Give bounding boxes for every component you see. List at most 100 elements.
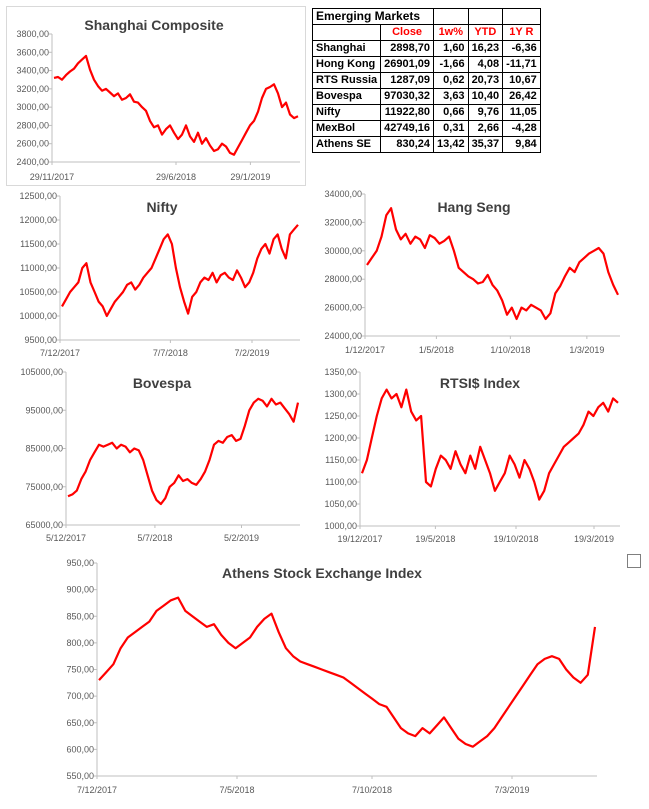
y-tick-label: 32000,00 <box>324 217 362 227</box>
header-cell: Close <box>380 24 435 41</box>
y-tick-label: 750,00 <box>66 665 94 675</box>
header-cell: YTD <box>467 24 504 41</box>
table-cell: 26901,09 <box>380 56 435 73</box>
y-tick-label: 1050,00 <box>324 499 357 509</box>
table-cell: 11,05 <box>502 104 541 121</box>
x-tick-label: 7/5/2018 <box>219 785 254 795</box>
table-cell: 2898,70 <box>380 40 435 57</box>
y-tick-label: 800,00 <box>66 638 94 648</box>
y-tick-label: 30000,00 <box>324 246 362 256</box>
table-row: RTS Russia 1287,09 0,62 20,73 10,67 <box>311 72 541 89</box>
y-tick-label: 900,00 <box>66 585 94 595</box>
table-cell: 0,62 <box>433 72 469 89</box>
y-tick-label: 950,00 <box>66 558 94 568</box>
y-tick-label: 1000,00 <box>324 521 357 531</box>
table-title-row: Emerging Markets <box>311 8 541 25</box>
y-tick-label: 3400,00 <box>16 66 49 76</box>
y-tick-label: 11500,00 <box>20 239 57 249</box>
y-tick-label: 3800,00 <box>16 29 49 39</box>
series-line <box>53 54 299 156</box>
table-cell: 3,63 <box>433 88 469 105</box>
y-tick-label: 2400,00 <box>16 157 49 167</box>
table-cell: 2,66 <box>467 120 504 137</box>
chart-title: Shanghai Composite <box>84 17 223 33</box>
market-name: MexBol <box>311 120 382 137</box>
x-tick-label: 19/12/2017 <box>337 534 382 544</box>
x-tick-label: 1/12/2017 <box>345 345 385 355</box>
market-name: Nifty <box>311 104 382 121</box>
chart-title: Nifty <box>146 199 177 215</box>
x-tick-label: 7/2/2019 <box>234 348 269 358</box>
y-tick-label: 3200,00 <box>16 84 49 94</box>
x-tick-label: 1/3/2019 <box>569 345 604 355</box>
y-tick-label: 24000,00 <box>324 331 362 341</box>
x-tick-label: 7/7/2018 <box>153 348 188 358</box>
y-tick-label: 1100,00 <box>325 477 357 487</box>
chart-title: Athens Stock Exchange Index <box>222 565 422 581</box>
y-tick-label: 550,00 <box>66 771 94 781</box>
table-row: Bovespa 97030,32 3,63 10,40 26,42 <box>311 88 541 105</box>
y-tick-label: 1250,00 <box>324 411 357 421</box>
table-row: MexBol 42749,16 0,31 2,66 -4,28 <box>311 120 541 137</box>
table-cell: -11,71 <box>502 56 541 73</box>
chart-title: Bovespa <box>133 375 192 391</box>
table-cell: 16,23 <box>467 40 504 57</box>
x-tick-label: 19/5/2018 <box>415 534 455 544</box>
shanghai-chart-frame <box>6 6 306 186</box>
y-tick-label: 3600,00 <box>16 47 49 57</box>
table-cell: 1,60 <box>433 40 469 57</box>
y-tick-label: 1200,00 <box>324 433 357 443</box>
header-cell <box>311 24 382 41</box>
y-tick-label: 850,00 <box>66 611 94 621</box>
header-cell: 1Y R <box>502 24 541 41</box>
table-cell: 9,84 <box>502 136 541 153</box>
y-tick-label: 10000,00 <box>19 311 57 321</box>
table-cell: 9,76 <box>467 104 504 121</box>
header-cell: 1w% <box>433 24 469 41</box>
table-cell: 42749,16 <box>380 120 435 137</box>
y-tick-label: 2800,00 <box>16 120 49 130</box>
table-cell: -1,66 <box>433 56 469 73</box>
y-tick-label: 75000,00 <box>25 482 63 492</box>
x-tick-label: 29/1/2019 <box>230 172 270 182</box>
table-row: Athens SE 830,24 13,42 35,37 9,84 <box>311 136 541 153</box>
chart-title: Hang Seng <box>437 199 510 215</box>
y-tick-label: 28000,00 <box>324 274 362 284</box>
table-cell: 10,67 <box>502 72 541 89</box>
table-row: Shanghai 2898,70 1,60 16,23 -6,36 <box>311 40 541 57</box>
y-tick-label: 700,00 <box>66 691 94 701</box>
market-name: Shanghai <box>311 40 382 57</box>
table-cell: 0,31 <box>433 120 469 137</box>
checkbox[interactable] <box>627 554 641 568</box>
market-name: RTS Russia <box>311 72 382 89</box>
table-cell: 4,08 <box>467 56 504 73</box>
y-tick-label: 9500,00 <box>24 335 57 345</box>
y-tick-label: 105000,00 <box>20 367 63 377</box>
table-cell: 11922,80 <box>380 104 435 121</box>
x-tick-label: 5/7/2018 <box>137 533 172 543</box>
table-row: Nifty 11922,80 0,66 9,76 11,05 <box>311 104 541 121</box>
y-tick-label: 12000,00 <box>19 215 57 225</box>
table-cell: 97030,32 <box>380 88 435 105</box>
y-tick-label: 3000,00 <box>16 102 49 112</box>
x-tick-label: 5/2/2019 <box>224 533 259 543</box>
table-header-row: Close 1w% YTD 1Y R <box>311 24 541 41</box>
table-cell: 1287,09 <box>380 72 435 89</box>
table-cell: 10,40 <box>467 88 504 105</box>
table-cell: 26,42 <box>502 88 541 105</box>
x-tick-label: 1/5/2018 <box>419 345 454 355</box>
x-tick-label: 19/10/2018 <box>493 534 538 544</box>
y-tick-label: 1150,00 <box>325 455 357 465</box>
table-row: Hong Kong 26901,09 -1,66 4,08 -11,71 <box>311 56 541 73</box>
